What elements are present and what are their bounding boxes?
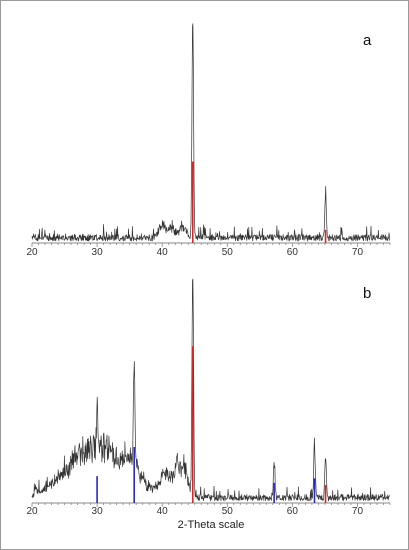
panel-a: a 20 30 40 50 60 70: [26, 23, 391, 258]
x-tick-label: 20: [26, 506, 38, 517]
diffraction-pattern-line: [31, 23, 391, 242]
x-tick-label: 20: [26, 247, 38, 258]
x-tick-label: 60: [287, 506, 299, 517]
x-tick-label: 30: [92, 247, 104, 258]
x-tick-label: 30: [92, 506, 104, 517]
panel-label: b: [363, 285, 371, 302]
x-tick-label: 50: [222, 247, 234, 258]
x-tick-label: 70: [352, 247, 364, 258]
x-tick-label: 50: [222, 506, 234, 517]
panel-label: a: [363, 32, 372, 49]
x-tick-label: 40: [157, 506, 169, 517]
x-tick-label: 60: [287, 247, 299, 258]
panel-b: b 20 30 40 50 60 70 2-Theta scale: [26, 278, 391, 531]
diffraction-pattern-line: [31, 278, 390, 502]
x-axis-title: 2-Theta scale: [178, 519, 245, 531]
x-tick-label: 40: [157, 247, 169, 258]
x-tick-label: 70: [352, 506, 364, 517]
